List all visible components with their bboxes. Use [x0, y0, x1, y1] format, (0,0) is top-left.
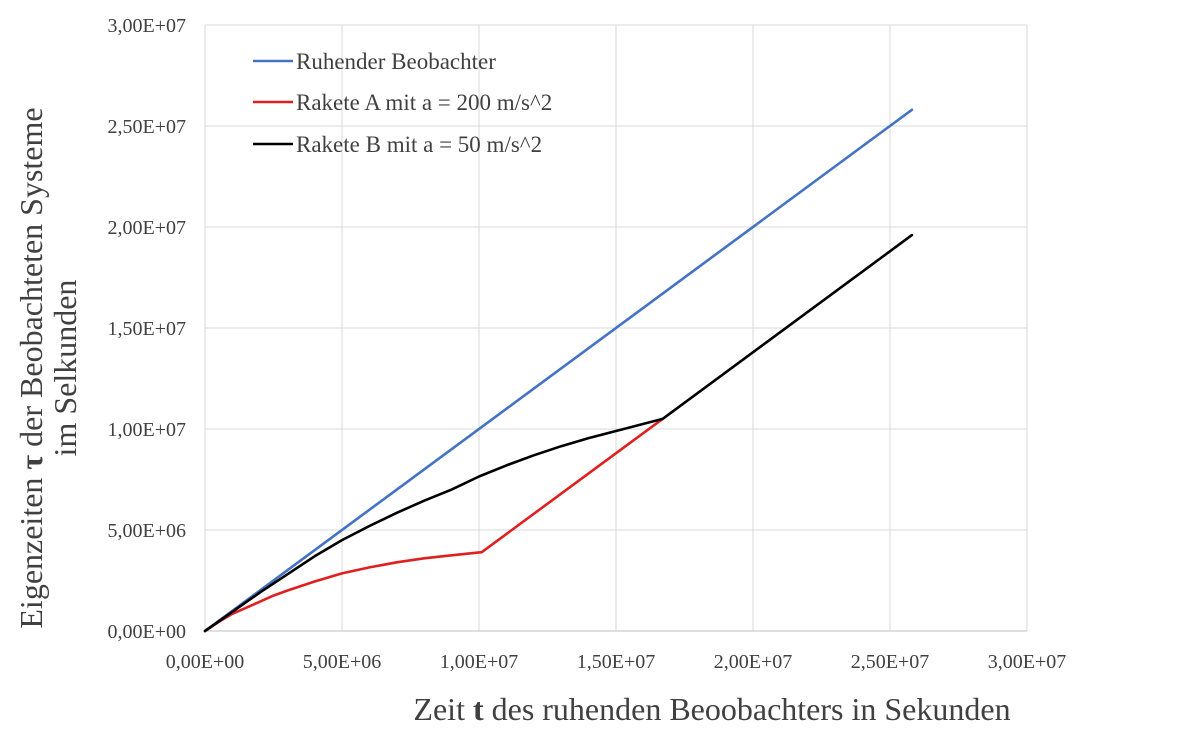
x-tick-labels: 0,00E+00 5,00E+06 1,00E+07 1,50E+07 2,00E+07…: [166, 651, 1067, 673]
legend: Ruhender Beobachter Rakete A mit a = 200 …: [253, 49, 552, 157]
series-layer: [203, 108, 914, 633]
y-tick-label: 2,00E+07: [108, 217, 187, 239]
y-tick-label: 5,00E+06: [108, 520, 187, 542]
y-tick-label: 0,00E+00: [108, 621, 187, 643]
x-tick-label: 5,00E+06: [303, 651, 382, 673]
x-tick-label: 2,00E+07: [714, 651, 793, 673]
y-tick-label: 1,50E+07: [108, 318, 187, 340]
x-tick-label: 2,50E+07: [851, 651, 930, 673]
legend-label-1: Rakete A mit a = 200 m/s^2: [296, 90, 552, 115]
x-tick-label: 1,00E+07: [440, 651, 519, 673]
legend-label-0: Ruhender Beobachter: [296, 49, 496, 74]
x-tick-label: 1,50E+07: [577, 651, 656, 673]
y-tick-labels: 0,00E+00 5,00E+06 1,00E+07 1,50E+07 2,00E+07…: [108, 15, 187, 643]
y-axis-label-line2: im Selkunden: [47, 280, 83, 457]
y-tick-label: 2,50E+07: [108, 116, 187, 138]
y-axis-label: Eigenzeiten τ der Beobachteten Systeme: [13, 107, 49, 628]
series-line-2: [203, 233, 914, 633]
legend-label-2: Rakete B mit a = 50 m/s^2: [296, 132, 542, 157]
series-line-0: [203, 108, 914, 633]
y-tick-label: 1,00E+07: [108, 419, 187, 441]
y-tick-label: 3,00E+07: [108, 15, 187, 37]
x-axis-label: Zeit t des ruhenden Beoobachters in Seku…: [413, 691, 1010, 727]
x-tick-label: 3,00E+07: [988, 651, 1067, 673]
x-tick-label: 0,00E+00: [166, 651, 245, 673]
series-line-1: [203, 417, 664, 633]
